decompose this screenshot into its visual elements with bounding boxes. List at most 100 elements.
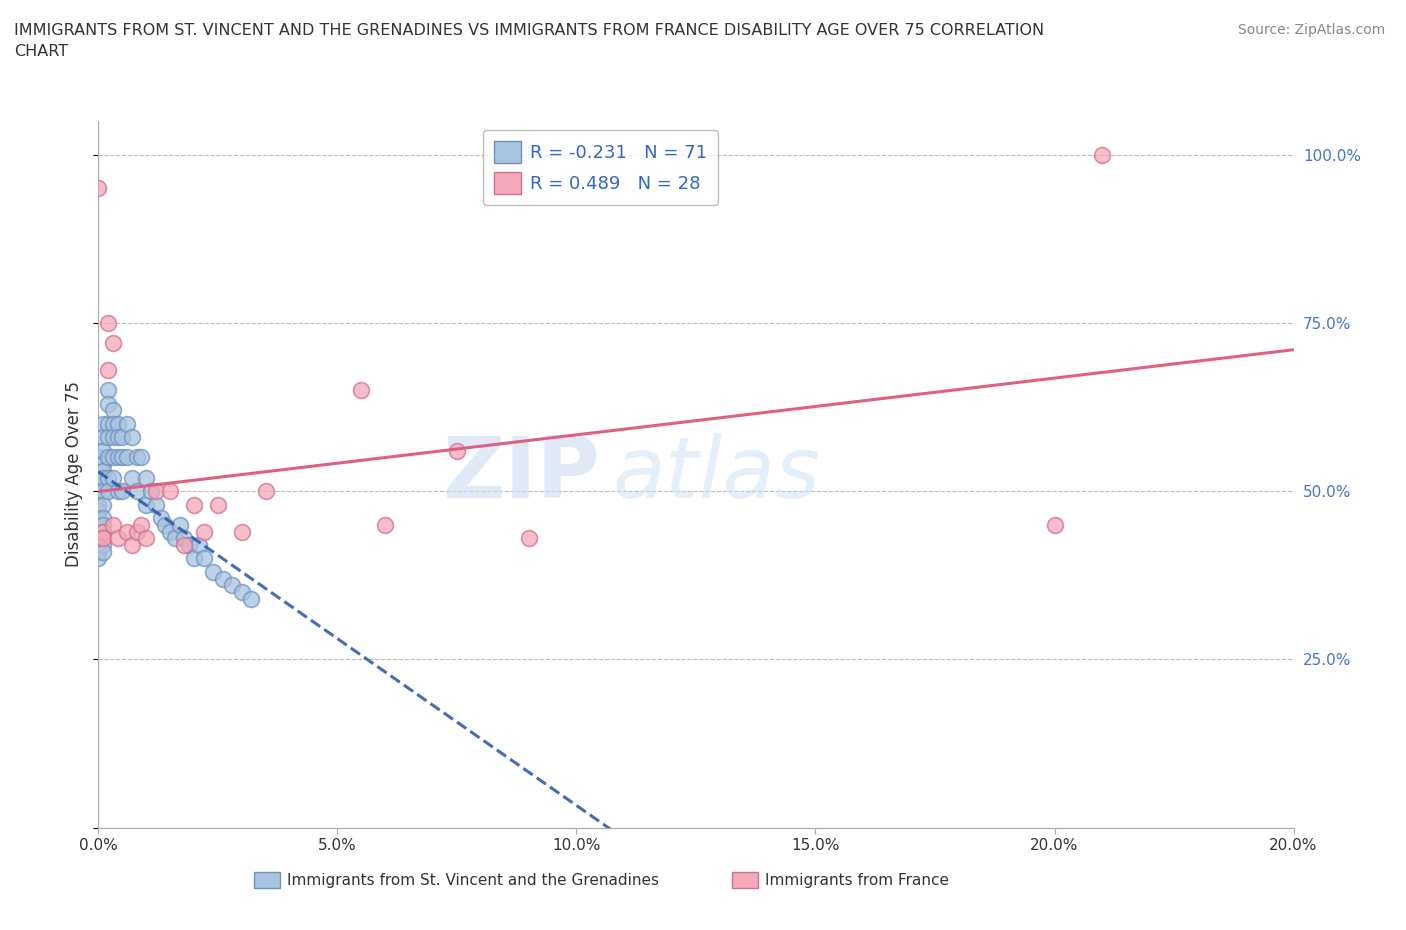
Point — [159, 484, 181, 498]
Point — [91, 430, 114, 445]
Point — [101, 471, 124, 485]
Point — [97, 430, 120, 445]
Point — [97, 471, 120, 485]
Point — [115, 525, 138, 539]
Point — [131, 450, 153, 465]
Point — [145, 484, 167, 498]
Point — [101, 336, 124, 351]
Point — [87, 551, 110, 565]
Point — [91, 417, 114, 432]
Point — [179, 538, 201, 552]
Point — [173, 538, 195, 552]
Point — [193, 525, 215, 539]
Point — [155, 517, 177, 532]
Point — [149, 511, 172, 525]
Point — [97, 417, 120, 432]
Point — [87, 531, 110, 546]
Point — [91, 457, 114, 472]
Point — [91, 525, 114, 539]
Point — [97, 315, 120, 330]
Text: ZIP: ZIP — [443, 432, 600, 516]
Point — [91, 517, 114, 532]
Point — [87, 525, 110, 539]
Point — [139, 484, 162, 498]
Point — [111, 450, 134, 465]
Point — [97, 450, 120, 465]
Point — [183, 498, 205, 512]
Point — [231, 525, 253, 539]
Text: Immigrants from France: Immigrants from France — [765, 872, 949, 887]
Legend: R = -0.231   N = 71, R = 0.489   N = 28: R = -0.231 N = 71, R = 0.489 N = 28 — [484, 130, 717, 205]
Point — [91, 444, 114, 458]
Point — [115, 417, 138, 432]
Point — [135, 471, 157, 485]
Point — [91, 498, 114, 512]
Point — [101, 417, 124, 432]
Point — [446, 444, 468, 458]
Point — [107, 430, 129, 445]
Point — [107, 484, 129, 498]
Point — [87, 471, 110, 485]
Point — [231, 585, 253, 600]
FancyBboxPatch shape — [254, 872, 280, 888]
Point — [87, 517, 110, 532]
Point — [115, 450, 138, 465]
Point — [121, 538, 143, 552]
Point — [87, 180, 110, 195]
Point — [173, 531, 195, 546]
Point — [374, 517, 396, 532]
Point — [87, 484, 110, 498]
Point — [163, 531, 186, 546]
Text: IMMIGRANTS FROM ST. VINCENT AND THE GRENADINES VS IMMIGRANTS FROM FRANCE DISABIL: IMMIGRANTS FROM ST. VINCENT AND THE GREN… — [14, 23, 1045, 60]
Point — [91, 511, 114, 525]
Point — [169, 517, 191, 532]
Point — [221, 578, 243, 592]
Point — [97, 383, 120, 398]
Point — [183, 551, 205, 565]
Point — [91, 484, 114, 498]
Point — [517, 531, 540, 546]
Point — [193, 551, 215, 565]
Point — [87, 538, 110, 552]
Point — [207, 498, 229, 512]
Point — [125, 525, 148, 539]
Point — [111, 484, 134, 498]
Point — [91, 471, 114, 485]
Point — [125, 484, 148, 498]
Point — [240, 591, 263, 606]
Point — [121, 471, 143, 485]
Point — [97, 363, 120, 378]
Y-axis label: Disability Age Over 75: Disability Age Over 75 — [65, 381, 83, 567]
Point — [187, 538, 209, 552]
Text: atlas: atlas — [613, 432, 820, 516]
Point — [101, 403, 124, 418]
Point — [101, 517, 124, 532]
Point — [107, 417, 129, 432]
Point — [159, 525, 181, 539]
Point — [145, 498, 167, 512]
Point — [135, 498, 157, 512]
Point — [91, 525, 114, 539]
Point — [1043, 517, 1066, 532]
Point — [87, 544, 110, 559]
Text: Source: ZipAtlas.com: Source: ZipAtlas.com — [1237, 23, 1385, 37]
Text: Immigrants from St. Vincent and the Grenadines: Immigrants from St. Vincent and the Gren… — [287, 872, 659, 887]
Point — [91, 538, 114, 552]
Point — [135, 531, 157, 546]
FancyBboxPatch shape — [733, 872, 758, 888]
Point — [211, 571, 233, 586]
Point — [107, 450, 129, 465]
Point — [91, 463, 114, 478]
Point — [101, 450, 124, 465]
Point — [111, 430, 134, 445]
Point — [87, 531, 110, 546]
Point — [97, 484, 120, 498]
Point — [91, 544, 114, 559]
Point — [202, 565, 225, 579]
Point — [97, 396, 120, 411]
Point — [91, 531, 114, 546]
Point — [101, 430, 124, 445]
Point — [87, 450, 110, 465]
Point — [91, 531, 114, 546]
Point — [107, 531, 129, 546]
